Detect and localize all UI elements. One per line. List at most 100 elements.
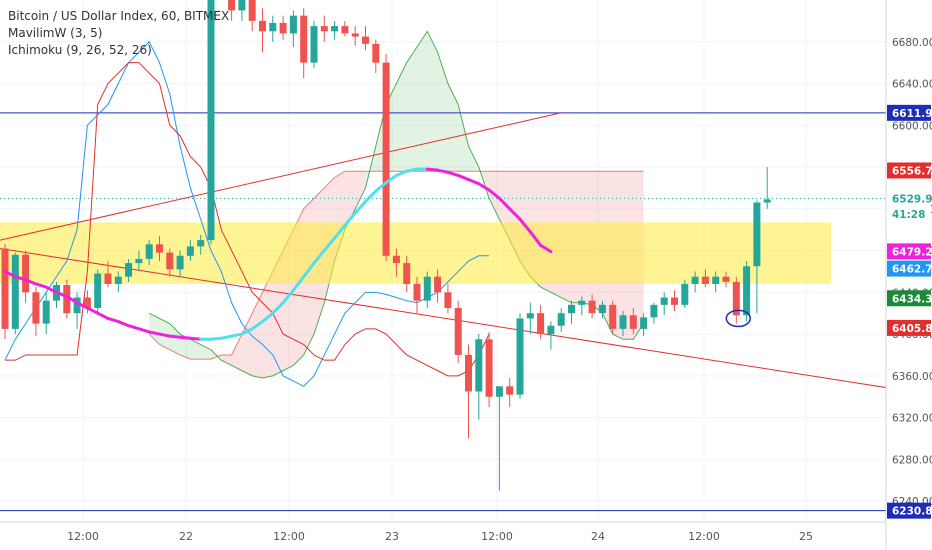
mavilim-segment xyxy=(343,211,357,228)
candle-body xyxy=(341,26,349,34)
price-label-text: 6434.31 xyxy=(892,293,932,305)
candle-body xyxy=(320,26,328,32)
mavilim-segment xyxy=(147,330,161,336)
cloud-segment xyxy=(427,31,438,172)
chart-legend: Bitcoin / US Dollar Index, 60, BITMEX Ma… xyxy=(8,8,229,59)
cloud-segment xyxy=(262,271,273,378)
candle-body xyxy=(537,313,545,335)
candle-body xyxy=(382,62,390,256)
candle-body xyxy=(94,273,102,308)
price-label-text: 6462.73 xyxy=(892,264,932,276)
candle-body xyxy=(495,386,503,397)
candle-body xyxy=(207,0,215,241)
mavilim-segment xyxy=(34,282,48,289)
candle-body xyxy=(156,244,163,253)
legend-mavilim[interactable]: MavilimW (3, 5) xyxy=(8,26,103,40)
x-tick-label: 24 xyxy=(591,530,605,543)
candle-body xyxy=(403,263,411,284)
mavilim-segment xyxy=(106,316,120,324)
mavilim-segment xyxy=(291,275,306,292)
candle-body xyxy=(598,304,606,314)
price-label-text: 6405.89 xyxy=(892,323,932,335)
price-label-box xyxy=(887,260,931,277)
candle-body xyxy=(104,273,112,284)
cloud-segment xyxy=(252,292,263,378)
mavilim-segment xyxy=(55,290,69,298)
candle-body xyxy=(722,276,730,282)
mavilim-segment xyxy=(209,336,223,341)
candle-body xyxy=(423,276,431,301)
cloud-segment xyxy=(417,31,428,172)
legend-symbol[interactable]: Bitcoin / US Dollar Index, 60, BITMEX xyxy=(8,9,230,23)
price-label-text: 6556.70 xyxy=(892,165,932,177)
candle-body xyxy=(125,263,133,277)
candle-body xyxy=(114,276,122,284)
candle-body xyxy=(588,300,596,314)
candle-body xyxy=(32,292,40,324)
candle-body xyxy=(568,304,575,314)
y-tick-label: 6360.00 xyxy=(892,371,932,383)
trend-line xyxy=(0,247,932,396)
highlight-band xyxy=(0,222,831,284)
candle-body xyxy=(619,315,627,329)
candle-body xyxy=(691,276,699,284)
mavilim-segment xyxy=(188,336,203,341)
mavilim-segment xyxy=(436,168,450,174)
cloud-segment xyxy=(447,83,459,172)
mavilim-segment xyxy=(446,170,460,177)
candle-body xyxy=(73,297,81,314)
mavilim-segment xyxy=(116,320,131,328)
mavilim-segment xyxy=(302,261,316,279)
y-tick-label: 6320.00 xyxy=(892,413,932,425)
candle-body xyxy=(351,33,359,37)
price-label-text: 6529.93 xyxy=(892,193,932,205)
candle-body xyxy=(166,252,174,270)
mavilim-segment xyxy=(44,285,58,294)
mavilim-segment xyxy=(518,217,532,234)
cloud-segment xyxy=(344,171,356,230)
mavilim-segment xyxy=(158,332,172,338)
candle-body xyxy=(732,281,740,316)
candle-body xyxy=(83,297,91,308)
mavilim-segment xyxy=(322,236,337,253)
mavilim-segment xyxy=(364,189,378,203)
candle-body xyxy=(475,339,483,392)
x-tick-label: 12:00 xyxy=(67,530,99,543)
price-label-box xyxy=(887,162,931,179)
candle-body xyxy=(269,22,277,32)
mavilim-segment xyxy=(384,173,398,185)
price-label-text: 6479.21 xyxy=(892,246,932,258)
cloud-segment xyxy=(231,334,242,371)
candle-body xyxy=(331,26,339,32)
candle-body xyxy=(650,304,658,318)
candle-body xyxy=(22,254,30,293)
candle-body xyxy=(372,43,380,63)
mavilim-segment xyxy=(405,167,419,173)
candle-body xyxy=(743,266,751,316)
legend-ichimoku[interactable]: Ichimoku (9, 26, 52, 26) xyxy=(8,43,152,57)
candle-body xyxy=(300,15,308,63)
candle-body xyxy=(640,317,648,329)
mavilim-segment xyxy=(281,288,295,305)
candle-body xyxy=(629,315,637,329)
price-label-box xyxy=(887,290,931,307)
candle-body xyxy=(248,0,256,21)
candle-body xyxy=(681,283,689,305)
price-label-box xyxy=(887,319,931,336)
mavilim-segment xyxy=(353,199,367,215)
candle-body xyxy=(444,292,452,308)
cloud-segment xyxy=(355,171,366,209)
mavilim-segment xyxy=(456,173,470,182)
x-tick-label: 25 xyxy=(799,530,813,543)
cloud-segment xyxy=(437,52,448,172)
candle-body xyxy=(176,255,184,270)
candle-body xyxy=(392,255,400,264)
price-label-box xyxy=(887,104,931,121)
candle-body xyxy=(259,20,266,32)
mavilim-segment xyxy=(3,269,17,279)
candle-body xyxy=(289,15,297,34)
time-axis-panel xyxy=(0,522,886,550)
y-tick-label: 6280.00 xyxy=(892,454,932,466)
